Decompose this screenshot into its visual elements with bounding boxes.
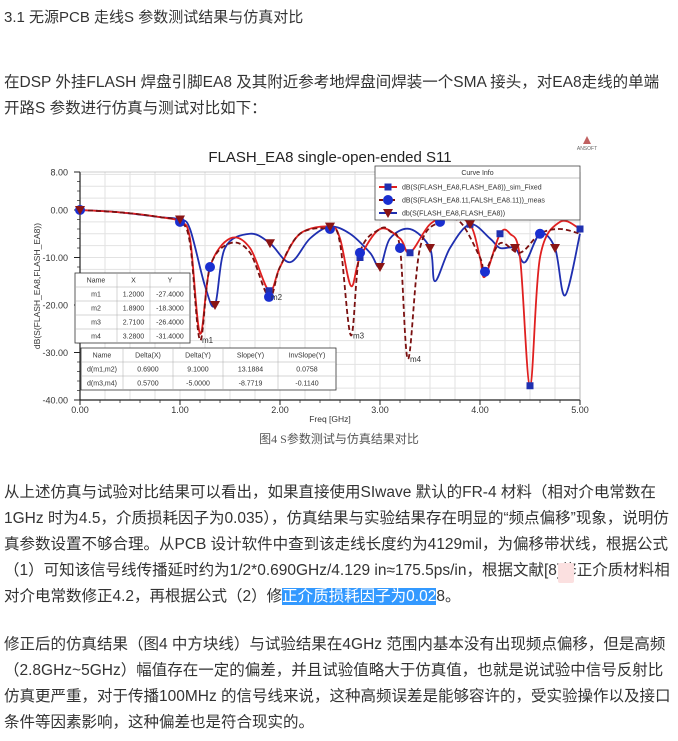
table-cell: 1.8900 [123,306,145,313]
figure-caption: 图4 S参数测试与仿真结果对比 [259,432,419,446]
table-cell: Delta(X) [135,353,161,360]
series-marker [395,243,405,253]
legend-box [374,165,581,221]
series-marker [375,263,385,272]
y-tick-label: -30.00 [42,348,68,358]
marker-annotation: m2 [271,293,283,302]
table-cell: InvSlope(Y) [289,353,326,360]
table-cell: 2.7100 [123,320,145,327]
series-marker [265,287,273,295]
table-cell: Y [168,278,173,285]
table-cell: Name [93,353,112,360]
table-cell: -5.0000 [186,381,210,388]
legend-marker-icon [384,183,392,191]
analysis-text-end: 8。 [436,588,461,605]
series-marker [526,382,534,390]
table-cell: 13.1884 [238,367,263,374]
chart-title: FLASH_EA8 single-open-ended S11 [208,149,451,166]
marker-table [74,272,191,344]
series-marker [205,262,215,272]
legend-label: dB(S(FLASH_EA8,FLASH_EA8))_sim_Fixed [402,185,542,192]
analysis-paragraph: 从上述仿真与试验对比结果可以看出，如果直接使用SIwave 默认的FR-4 材料… [4,480,674,610]
series-marker [264,291,274,302]
x-tick-label: 2.00 [271,405,289,415]
x-tick-label: 4.00 [471,405,489,415]
table-cell: -8.7719 [239,381,263,388]
legend-marker-icon [383,209,393,218]
series-marker [425,244,435,253]
y-tick-label: -20.00 [42,301,68,311]
series-marker [325,222,335,232]
floating-marker-icon[interactable] [558,563,574,583]
y-tick-label: 0.00 [50,206,68,216]
table-cell: m4 [91,334,101,341]
table-cell: -18.3000 [156,306,184,313]
s11-chart-svg: FLASH_EA8 single-open-ended S11 ANSOFT 8.0… [32,136,597,424]
legend-marker-icon [383,195,393,205]
table-cell: 1.2000 [123,292,145,299]
series-marker [510,244,520,253]
y-axis-label: dB(S(FLASH_EA8,FLASH_EA8)) [32,223,42,349]
x-tick-label: 0.00 [71,405,89,415]
marker-annotation: m3 [353,331,365,340]
series-marker [355,247,365,258]
table-cell: d(m1,m2) [87,367,117,374]
x-tick-label: 5.00 [571,405,589,415]
selected-text[interactable]: 正介质损耗因子为0.02 [282,588,437,605]
section-heading: 3.1 无源PCB 走线S 参数测试结果与仿真对比 [4,9,304,26]
table-cell: m1 [91,292,101,299]
series-marker [465,220,475,230]
table-cell: 0.6900 [137,367,159,374]
table-cell: 0.5700 [137,381,159,388]
series-marker [75,206,85,215]
series-marker [480,266,490,277]
table-cell: -0.1140 [295,381,318,388]
series-marker [175,215,185,225]
series-marker [576,225,584,233]
series-marker [535,228,545,239]
y-tick-label: -40.00 [42,396,68,406]
y-tick-label: -10.00 [42,253,68,263]
table-cell: d(m3,m4) [87,381,117,388]
x-tick-label: 3.00 [371,405,389,415]
legend-label: db(S(FLASH_EA8,FLASH_EA8)) [402,211,505,218]
table-cell: X [131,278,136,285]
x-axis-label: Freq [GHz] [309,414,351,424]
s11-chart: FLASH_EA8 single-open-ended S11 ANSOFT 8.0… [0,130,678,460]
table-cell: 0.0758 [296,367,318,374]
ansoft-logo-icon [583,136,591,144]
table-cell: 3.2800 [123,334,145,341]
analysis-text: 从上述仿真与试验对比结果可以看出，如果直接使用SIwave 默认的FR-4 材料… [4,484,670,605]
legend-label: dB(S(FLASH_EA8.11,FALSH_EA8.11))_meas [402,198,545,205]
table-cell: 9.1000 [187,367,209,374]
delta-table [80,347,337,391]
x-tick-label: 1.00 [171,405,189,415]
marker-annotation: m1 [202,336,214,345]
series-marker [406,249,414,257]
legend-title: Curve Info [461,170,493,177]
table-cell: m2 [91,306,101,313]
table-cell: Slope(Y) [237,353,264,360]
series-marker [210,301,220,310]
intro-paragraph: 在DSP 外挂FLASH 焊盘引脚EA8 及其附近参考地焊盘间焊装一个SMA 接… [4,74,660,117]
table-cell: -27.4000 [156,292,184,299]
table-cell: Delta(Y) [185,353,211,360]
table-cell: m3 [91,320,101,327]
conclusion-paragraph: 修正后的仿真结果（图4 中方块线）与试验结果在4GHz 范围内基本没有出现频点偏… [4,636,671,731]
y-tick-label: 8.00 [50,168,68,178]
table-cell: Name [87,278,106,285]
table-cell: -31.4000 [156,334,184,341]
series-marker [496,230,504,238]
series-marker [265,239,275,249]
table-cell: -26.4000 [156,320,184,327]
marker-annotation: m4 [410,355,422,364]
series-marker [550,244,560,253]
ansoft-logo-text: ANSOFT [577,146,597,152]
